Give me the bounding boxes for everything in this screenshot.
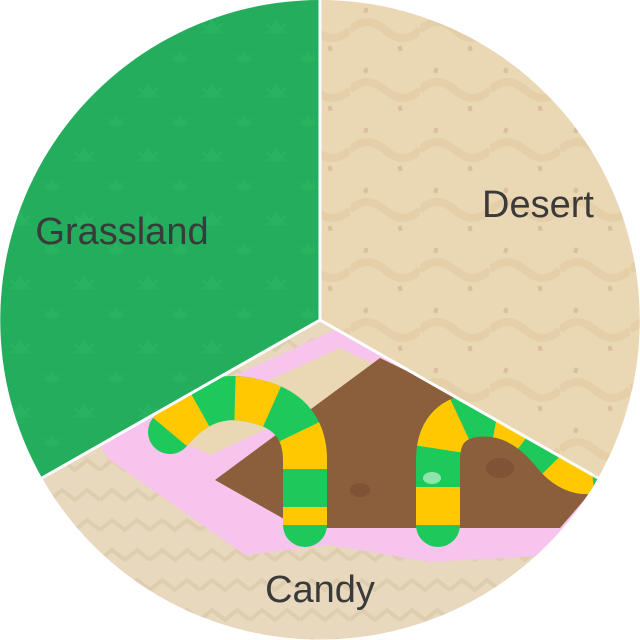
sector-label-grassland: Grassland <box>35 211 208 253</box>
sector-dividers <box>41 0 599 480</box>
sand-dune-icon <box>320 0 640 478</box>
sector-label-desert: Desert <box>482 184 594 226</box>
sector-desert[interactable]: Desert <box>320 0 640 478</box>
leaf-icon <box>0 0 321 478</box>
sector-label-candy: Candy <box>265 569 375 611</box>
sector-grassland[interactable]: Grassland <box>0 0 321 478</box>
